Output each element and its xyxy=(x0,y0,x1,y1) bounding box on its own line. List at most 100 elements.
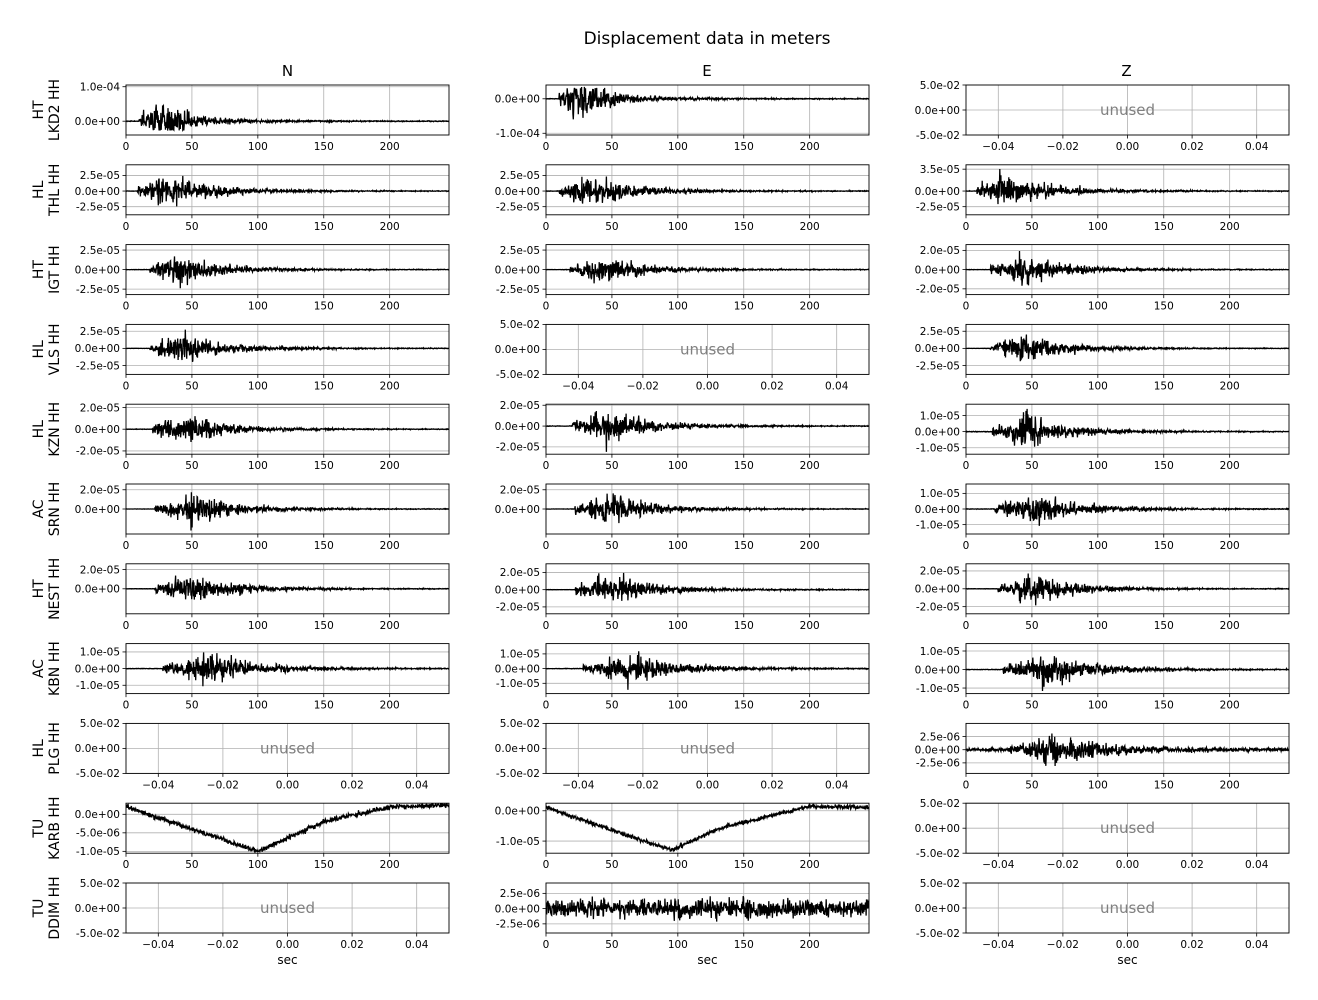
y-tick-label: 0.0e+00 xyxy=(915,105,960,117)
x-tick-label: 0 xyxy=(963,380,970,392)
x-tick-label: 100 xyxy=(1088,620,1108,632)
x-tick-label: 0.00 xyxy=(276,779,299,791)
x-tick-label: 0 xyxy=(123,620,130,632)
x-tick-label: 200 xyxy=(800,301,820,313)
panel-frame xyxy=(545,722,870,774)
y-tick-label: 2.5e-06 xyxy=(500,888,541,900)
x-tick-label: 150 xyxy=(314,141,334,153)
station-channel-label: NEST HH xyxy=(47,558,63,620)
x-tick-label: 200 xyxy=(380,221,400,233)
panel-10-0: −0.04 −0.02 0.00 0.02 0.04 5.0e-02 0.0e+00 -5.0… xyxy=(75,878,450,967)
y-tick-label: 1.0e-05 xyxy=(80,647,120,659)
y-tick-label: 0.0e+00 xyxy=(495,186,540,198)
panel-frame xyxy=(125,84,450,136)
station-row-9: TU KARB HH 0 50 100 150 200 0.0e+00 -5.0e-06 -1.0… xyxy=(31,797,1290,871)
x-tick-label: 50 xyxy=(605,141,618,153)
station-row-0: HT LKD2 HH 0 50 100 150 200 1.0e-04 0.0e+00 0 50 10… xyxy=(31,79,1290,153)
panel-9-1: 0 50 100 150 200 0.0e+00 -1.0e-05 xyxy=(495,802,870,871)
station-label: HL KZN HH xyxy=(31,402,63,457)
panel-4-1: 0 50 100 150 200 2.0e-05 0.0e+00 -2.0e-05 xyxy=(495,400,870,472)
x-tick-label: 100 xyxy=(668,301,688,313)
x-tick-label: 150 xyxy=(734,540,754,552)
y-tick-label: 0.0e+00 xyxy=(915,264,960,276)
x-tick-label: −0.02 xyxy=(627,380,659,392)
x-tick-label: 0 xyxy=(543,700,550,712)
x-tick-label: 0 xyxy=(963,779,970,791)
panel-0-2: −0.04 −0.02 0.00 0.02 0.04 5.0e-02 0.0e+00 -5.0… xyxy=(915,80,1290,153)
x-tick-label: 150 xyxy=(734,301,754,313)
station-network-label: HT xyxy=(31,579,47,599)
x-tick-label: 0 xyxy=(963,221,970,233)
y-tick-label: -2.5e-05 xyxy=(76,284,120,296)
x-tick-label: 200 xyxy=(380,700,400,712)
trace-line xyxy=(546,896,869,922)
x-tick-label: 100 xyxy=(668,620,688,632)
y-tick-label: 2.0e-05 xyxy=(500,400,540,412)
x-tick-label: 100 xyxy=(668,859,688,871)
panel-2-0: 0 50 100 150 200 2.5e-05 0.0e+00 -2.5e-05 xyxy=(75,244,450,313)
station-row-4: HL KZN HH 0 50 100 150 200 2.0e-05 0.0e+00 -2.0e-… xyxy=(31,400,1290,472)
y-tick-label: -1.0e-05 xyxy=(76,680,120,692)
y-tick-label: -5.0e-02 xyxy=(916,848,960,860)
x-tick-label: 50 xyxy=(605,620,618,632)
x-tick-label: 0.02 xyxy=(1180,141,1203,153)
trace-line xyxy=(126,103,449,132)
x-tick-label: 0 xyxy=(123,460,130,472)
x-tick-label: 150 xyxy=(314,620,334,632)
x-tick-label: 0.00 xyxy=(1116,859,1139,871)
x-tick-label: −0.04 xyxy=(982,859,1014,871)
x-tick-label: 0 xyxy=(963,460,970,472)
x-tick-label: −0.02 xyxy=(1047,141,1079,153)
x-tick-label: 100 xyxy=(248,460,268,472)
x-tick-label: 100 xyxy=(1088,301,1108,313)
panel-frame xyxy=(965,563,1290,615)
station-label: TU DDIM HH xyxy=(31,876,63,939)
x-tick-label: 0.04 xyxy=(825,779,849,791)
x-tick-label: 150 xyxy=(1154,460,1174,472)
x-tick-label: 100 xyxy=(248,221,268,233)
y-tick-label: 0.0e+00 xyxy=(915,343,960,355)
y-tick-label: -1.0e-05 xyxy=(496,678,540,690)
station-channel-label: LKD2 HH xyxy=(47,79,63,141)
y-tick-label: 5.0e-02 xyxy=(920,80,960,92)
trace-line xyxy=(126,175,449,207)
panel-frame xyxy=(965,403,1290,455)
panel-frame xyxy=(965,882,1290,934)
trace-line xyxy=(966,733,1289,767)
trace-line xyxy=(546,572,869,601)
trace-line xyxy=(546,86,869,120)
x-tick-label: 0 xyxy=(963,301,970,313)
x-tick-label: 50 xyxy=(1025,700,1038,712)
x-tick-label: 50 xyxy=(185,221,198,233)
y-tick-label: 2.0e-05 xyxy=(920,566,960,578)
panel-frame xyxy=(545,84,870,136)
x-tick-label: 100 xyxy=(668,221,688,233)
station-label: HT IGT HH xyxy=(31,245,63,294)
x-tick-label: 0 xyxy=(543,460,550,472)
x-tick-label: 100 xyxy=(248,540,268,552)
y-tick-label: 2.5e-05 xyxy=(80,326,120,338)
y-tick-label: 2.0e-05 xyxy=(920,245,960,257)
panel-frame xyxy=(125,643,450,695)
x-tick-label: 0 xyxy=(543,540,550,552)
panel-frame xyxy=(545,483,870,535)
panel-frame xyxy=(965,84,1290,136)
y-tick-label: 0.0e+00 xyxy=(75,424,120,436)
x-tick-label: 150 xyxy=(734,859,754,871)
trace-line xyxy=(966,168,1289,205)
x-tick-label: 50 xyxy=(1025,779,1038,791)
x-tick-label: 0 xyxy=(543,301,550,313)
x-tick-label: 0 xyxy=(123,301,130,313)
x-tick-label: 0 xyxy=(123,859,130,871)
x-tick-label: 50 xyxy=(605,540,618,552)
x-tick-label: 200 xyxy=(1220,779,1240,791)
x-axis-label: sec xyxy=(277,953,297,967)
y-tick-label: 5.0e-02 xyxy=(500,718,540,730)
panel-frame xyxy=(965,483,1290,535)
panel-frame xyxy=(125,244,450,296)
x-tick-label: 150 xyxy=(314,221,334,233)
station-row-3: HL VLS HH 0 50 100 150 200 2.5e-05 0.0e+00 -2.5e-… xyxy=(31,319,1290,392)
x-tick-label: 0.02 xyxy=(760,380,783,392)
y-tick-label: 0.0e+00 xyxy=(915,426,960,438)
